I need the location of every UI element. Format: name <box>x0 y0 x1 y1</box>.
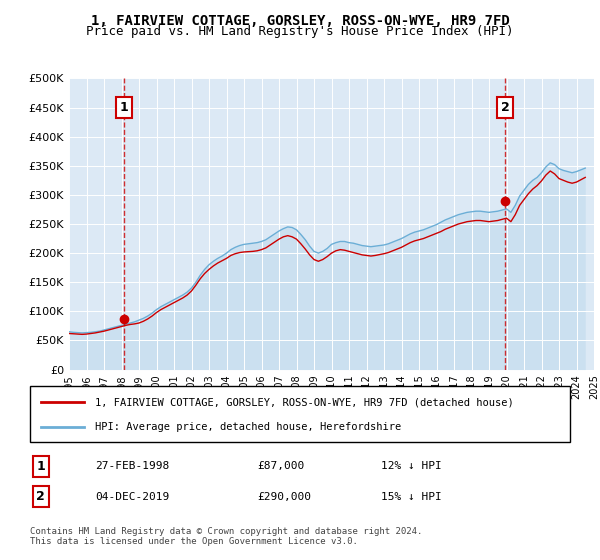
Text: Price paid vs. HM Land Registry's House Price Index (HPI): Price paid vs. HM Land Registry's House … <box>86 25 514 38</box>
Text: Contains HM Land Registry data © Crown copyright and database right 2024.
This d: Contains HM Land Registry data © Crown c… <box>30 526 422 546</box>
Text: 2: 2 <box>501 101 509 114</box>
Text: 12% ↓ HPI: 12% ↓ HPI <box>381 461 442 472</box>
Text: 1: 1 <box>120 101 128 114</box>
Text: 1, FAIRVIEW COTTAGE, GORSLEY, ROSS-ON-WYE, HR9 7FD (detached house): 1, FAIRVIEW COTTAGE, GORSLEY, ROSS-ON-WY… <box>95 397 514 407</box>
Text: £290,000: £290,000 <box>257 492 311 502</box>
Text: 27-FEB-1998: 27-FEB-1998 <box>95 461 169 472</box>
Text: 15% ↓ HPI: 15% ↓ HPI <box>381 492 442 502</box>
Text: 1: 1 <box>37 460 45 473</box>
Text: 04-DEC-2019: 04-DEC-2019 <box>95 492 169 502</box>
Text: HPI: Average price, detached house, Herefordshire: HPI: Average price, detached house, Here… <box>95 422 401 432</box>
Text: £87,000: £87,000 <box>257 461 304 472</box>
Text: 1, FAIRVIEW COTTAGE, GORSLEY, ROSS-ON-WYE, HR9 7FD: 1, FAIRVIEW COTTAGE, GORSLEY, ROSS-ON-WY… <box>91 14 509 28</box>
FancyBboxPatch shape <box>30 386 570 442</box>
Text: 2: 2 <box>37 490 45 503</box>
